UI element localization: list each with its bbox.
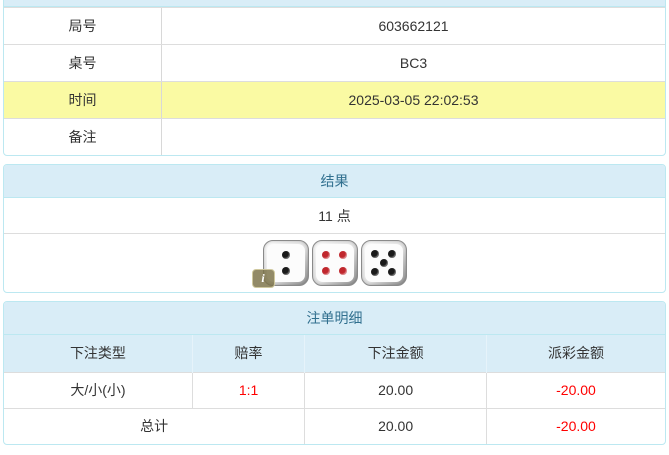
bet-amount-cell: 20.00	[304, 371, 487, 408]
total-row: 总计 20.00 -20.00	[4, 407, 665, 444]
die-pip	[322, 250, 331, 259]
die-pip	[338, 267, 347, 276]
die-pip	[281, 250, 290, 259]
col-header-payout: 派彩金额	[486, 335, 665, 372]
die-2-face	[315, 244, 354, 282]
bet-details-title: 注单明细	[4, 302, 665, 335]
die-3-face	[364, 244, 403, 282]
total-payout-cell: -20.00	[486, 407, 665, 444]
col-header-odds: 赔率	[191, 335, 305, 372]
bet-table-header-row: 下注类型 赔率 下注金额 派彩金额	[4, 335, 665, 372]
bet-details-table: 下注类型 赔率 下注金额 派彩金额 大/小(小) 1:1 20.00 -20.0…	[4, 335, 665, 444]
bet-details-panel: 注单明细 下注类型 赔率 下注金额 派彩金额 大/小(小) 1:1 20.00 …	[3, 301, 666, 445]
table-number-label: 桌号	[4, 45, 162, 81]
result-points: 11 点	[4, 198, 665, 234]
die-pip	[388, 250, 397, 259]
col-header-bet-amount: 下注金额	[304, 335, 487, 372]
info-icon[interactable]: i	[251, 269, 275, 288]
info-row-round: 局号 603662121	[4, 7, 665, 44]
bet-row: 大/小(小) 1:1 20.00 -20.00	[4, 371, 665, 408]
die-pip	[379, 259, 388, 267]
die-pip	[370, 267, 379, 276]
round-number-label: 局号	[4, 8, 162, 44]
col-header-bet-type: 下注类型	[4, 335, 193, 372]
odds-cell: 1:1	[191, 371, 305, 408]
time-value: 2025-03-05 22:02:53	[348, 92, 479, 108]
die-pip	[370, 250, 379, 259]
die-3	[360, 240, 407, 286]
payout-cell: -20.00	[486, 371, 665, 408]
total-label-cell: 总计	[4, 407, 305, 444]
result-panel-title: 结果	[4, 165, 665, 198]
info-row-table: 桌号 BC3	[4, 44, 665, 81]
die-pip	[388, 267, 397, 276]
time-label: 时间	[4, 82, 162, 118]
result-panel: 结果 11 点 i	[3, 164, 666, 293]
die-2	[311, 240, 358, 286]
die-pip	[322, 267, 331, 276]
die-pip	[338, 250, 347, 259]
game-info-panel-header	[4, 0, 665, 7]
total-bet-amount-cell: 20.00	[304, 407, 487, 444]
info-row-remark: 备注	[4, 118, 665, 155]
table-number-value: BC3	[399, 55, 428, 71]
info-row-time: 时间 2025-03-05 22:02:53	[4, 81, 665, 118]
dice-row: i	[4, 234, 665, 292]
game-info-panel: 局号 603662121 桌号 BC3 时间 2025-03-05 22:02:…	[3, 0, 666, 156]
die-1: i	[251, 240, 309, 288]
remark-label: 备注	[4, 119, 162, 155]
die-pip	[281, 267, 290, 276]
bet-type-cell: 大/小(小)	[4, 371, 193, 408]
round-number-value: 603662121	[378, 18, 449, 34]
